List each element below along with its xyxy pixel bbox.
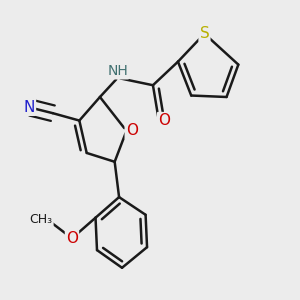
Text: NH: NH [107,64,128,78]
Text: N: N [24,100,35,115]
Text: O: O [126,123,138,138]
Text: O: O [66,231,78,246]
Text: O: O [158,113,170,128]
Text: CH₃: CH₃ [29,213,52,226]
Text: S: S [200,26,209,41]
